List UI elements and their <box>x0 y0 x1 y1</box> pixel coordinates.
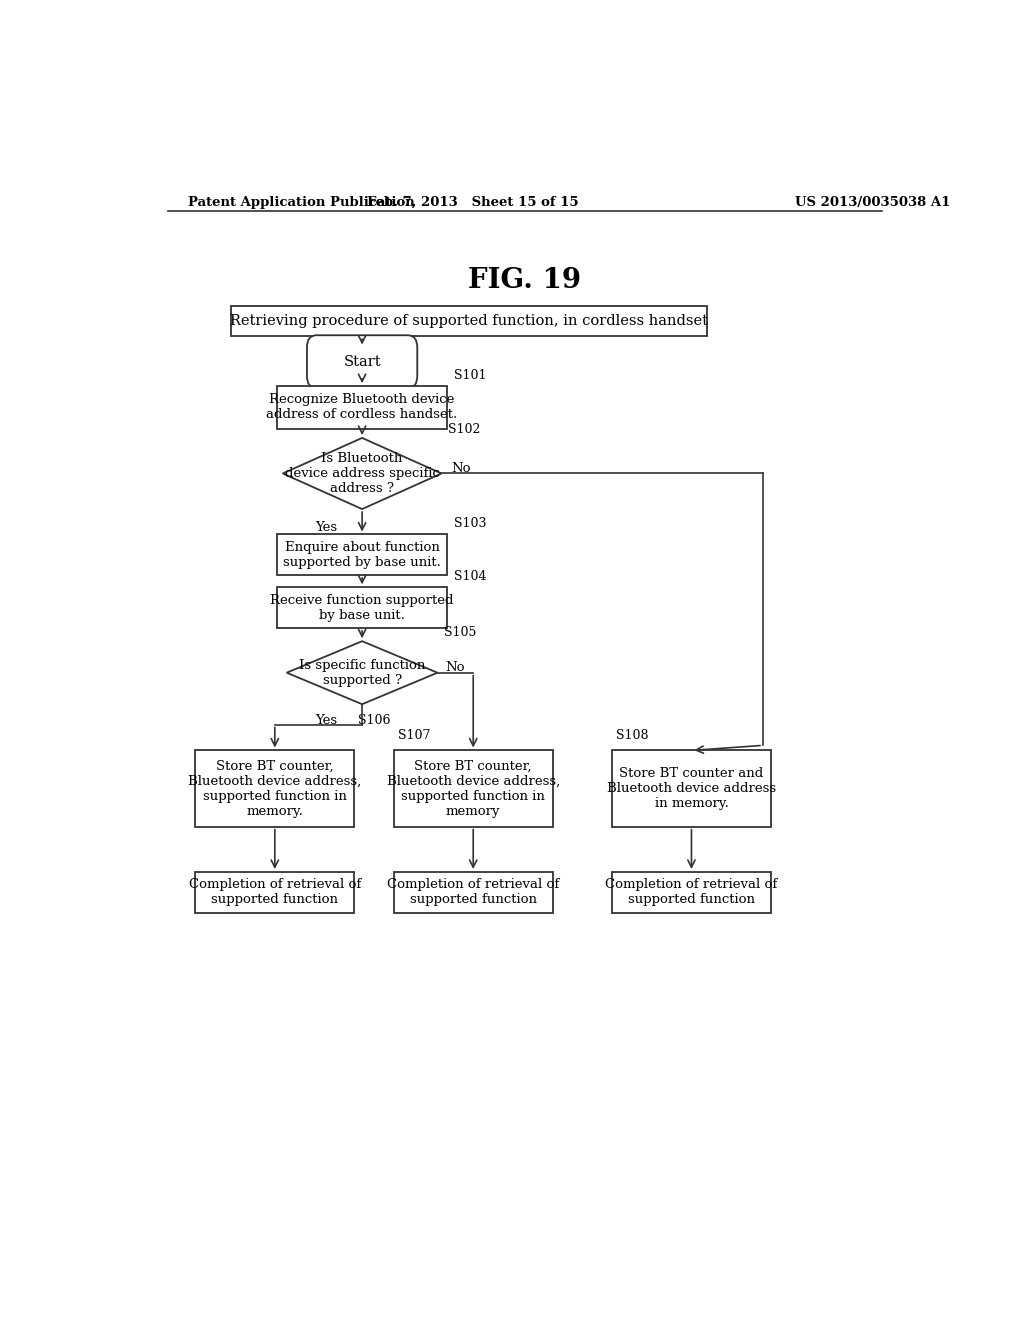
Text: Store BT counter,
Bluetooth device address,
supported function in
memory.: Store BT counter, Bluetooth device addre… <box>188 759 361 817</box>
Text: Receive function supported
by base unit.: Receive function supported by base unit. <box>270 594 454 622</box>
FancyBboxPatch shape <box>307 335 417 388</box>
Text: Completion of retrieval of
supported function: Completion of retrieval of supported fun… <box>605 878 777 907</box>
Polygon shape <box>287 642 437 704</box>
Text: S105: S105 <box>443 626 476 639</box>
Text: No: No <box>451 462 470 475</box>
Text: US 2013/0035038 A1: US 2013/0035038 A1 <box>795 195 950 209</box>
Text: No: No <box>445 661 465 675</box>
Text: Store BT counter and
Bluetooth device address
in memory.: Store BT counter and Bluetooth device ad… <box>607 767 776 810</box>
FancyBboxPatch shape <box>196 873 354 912</box>
FancyBboxPatch shape <box>394 751 553 826</box>
FancyBboxPatch shape <box>276 535 447 576</box>
Text: Is Bluetooth
device address specific
address ?: Is Bluetooth device address specific add… <box>285 451 439 495</box>
Text: S107: S107 <box>397 730 430 742</box>
Text: Yes: Yes <box>315 521 338 535</box>
Text: Completion of retrieval of
supported function: Completion of retrieval of supported fun… <box>387 878 559 907</box>
FancyBboxPatch shape <box>196 751 354 826</box>
Text: Retrieving procedure of supported function, in cordless handset: Retrieving procedure of supported functi… <box>230 314 709 329</box>
Text: S103: S103 <box>454 517 486 531</box>
Text: Store BT counter,
Bluetooth device address,
supported function in
memory: Store BT counter, Bluetooth device addre… <box>387 759 560 817</box>
Text: S106: S106 <box>358 714 390 727</box>
Text: Feb. 7, 2013   Sheet 15 of 15: Feb. 7, 2013 Sheet 15 of 15 <box>368 195 579 209</box>
Text: Completion of retrieval of
supported function: Completion of retrieval of supported fun… <box>188 878 360 907</box>
Text: S104: S104 <box>454 570 486 583</box>
Text: Is specific function
supported ?: Is specific function supported ? <box>299 659 425 686</box>
FancyBboxPatch shape <box>394 873 553 912</box>
FancyBboxPatch shape <box>612 873 771 912</box>
Text: S108: S108 <box>616 730 648 742</box>
Text: FIG. 19: FIG. 19 <box>468 267 582 294</box>
Text: Start: Start <box>343 355 381 368</box>
Text: S101: S101 <box>454 370 486 381</box>
Text: Patent Application Publication: Patent Application Publication <box>187 195 415 209</box>
FancyBboxPatch shape <box>231 306 708 337</box>
Text: S102: S102 <box>447 422 480 436</box>
FancyBboxPatch shape <box>276 587 447 628</box>
FancyBboxPatch shape <box>612 751 771 826</box>
Text: Enquire about function
supported by base unit.: Enquire about function supported by base… <box>284 541 441 569</box>
FancyBboxPatch shape <box>276 385 447 429</box>
Polygon shape <box>283 438 441 510</box>
Text: Recognize Bluetooth device
address of cordless handset.: Recognize Bluetooth device address of co… <box>266 393 458 421</box>
Text: Yes: Yes <box>315 714 338 727</box>
